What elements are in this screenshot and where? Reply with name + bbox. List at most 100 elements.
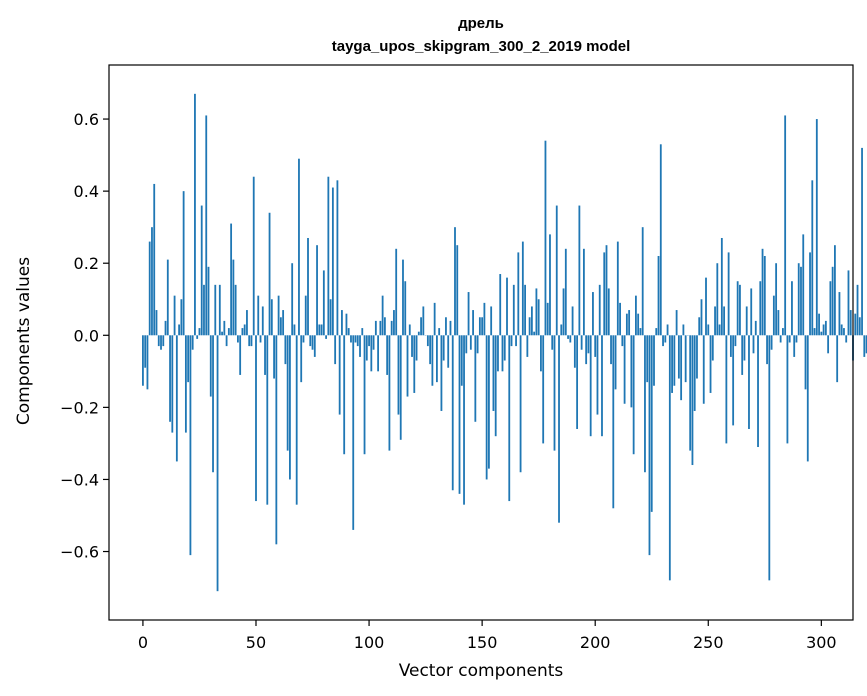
bar-145 — [469, 335, 472, 350]
bar-124 — [422, 306, 425, 336]
bar-113 — [397, 335, 400, 415]
bar-104 — [377, 335, 380, 372]
bar-87 — [338, 335, 341, 415]
bar-47 — [248, 335, 251, 347]
bar-5 — [153, 183, 156, 336]
bar-222 — [644, 335, 646, 473]
bar-226 — [653, 335, 655, 386]
bar-57 — [270, 299, 273, 336]
bar-210 — [616, 241, 619, 336]
bar-303 — [827, 335, 830, 354]
bar-284 — [784, 115, 787, 336]
bar-307 — [836, 335, 839, 383]
bar-187 — [564, 248, 567, 336]
bar-257 — [723, 306, 726, 336]
bar-13 — [171, 335, 174, 433]
y-tick-label: 0.2 — [74, 254, 99, 273]
y-tick-label: 0.6 — [74, 110, 99, 129]
bar-96 — [359, 335, 361, 357]
bar-227 — [655, 328, 658, 336]
bar-138 — [454, 227, 456, 336]
bar-233 — [668, 335, 671, 581]
bar-259 — [727, 252, 730, 336]
bar-68 — [295, 335, 298, 505]
bar-192 — [576, 335, 579, 429]
bar-229 — [659, 144, 662, 336]
bar-84 — [331, 187, 334, 336]
bar-281 — [777, 310, 780, 336]
bar-114 — [399, 335, 402, 440]
bar-141 — [460, 335, 463, 386]
bar-48 — [250, 335, 253, 347]
bar-175 — [537, 299, 540, 336]
bar-32 — [214, 284, 217, 336]
bar-300 — [820, 331, 823, 336]
bar-7 — [157, 335, 160, 347]
bar-299 — [818, 313, 820, 336]
bar-116 — [404, 281, 407, 336]
bar-287 — [791, 281, 793, 336]
bar-223 — [646, 335, 649, 383]
bar-74 — [309, 335, 312, 347]
bar-215 — [628, 310, 631, 336]
bar-11 — [166, 259, 169, 336]
bar-134 — [445, 317, 447, 336]
bar-302 — [824, 320, 827, 336]
bar-97 — [361, 328, 364, 336]
bar-119 — [411, 335, 413, 357]
bar-107 — [383, 317, 386, 336]
bar-277 — [768, 335, 771, 581]
bar-67 — [293, 324, 296, 336]
bar-185 — [560, 324, 563, 336]
bar-264 — [739, 284, 741, 336]
bar-221 — [641, 227, 644, 336]
bar-126 — [426, 335, 429, 347]
x-tick-label: 150 — [467, 633, 498, 652]
bar-204 — [603, 252, 606, 336]
bar-316 — [856, 284, 859, 336]
bar-296 — [811, 180, 814, 336]
bar-39 — [230, 223, 233, 336]
bar-274 — [761, 248, 764, 336]
bar-243 — [691, 335, 694, 466]
bar-309 — [840, 324, 843, 336]
bar-253 — [714, 306, 716, 336]
bar-252 — [711, 335, 714, 361]
bar-64 — [286, 335, 289, 451]
bar-205 — [605, 245, 608, 336]
x-axis-label: Vector components — [399, 661, 564, 681]
bar-21 — [189, 335, 192, 556]
bar-150 — [481, 317, 484, 336]
bar-203 — [601, 335, 603, 437]
bar-1 — [144, 335, 147, 368]
bar-179 — [546, 302, 549, 336]
x-tick-label: 200 — [580, 633, 611, 652]
bar-135 — [447, 335, 450, 368]
bar-220 — [639, 328, 642, 336]
bar-85 — [334, 335, 337, 365]
bar-19 — [184, 335, 187, 433]
bar-256 — [720, 237, 723, 336]
bar-38 — [227, 328, 230, 336]
bar-219 — [637, 313, 640, 336]
bar-269 — [750, 288, 753, 336]
bar-58 — [273, 335, 275, 379]
bar-95 — [356, 335, 359, 347]
bar-139 — [456, 245, 459, 336]
bar-177 — [542, 335, 545, 444]
bar-144 — [467, 292, 470, 336]
bar-80 — [322, 270, 325, 336]
bar-238 — [680, 335, 683, 401]
bar-248 — [702, 335, 705, 404]
bar-279 — [772, 295, 775, 336]
bar-4 — [151, 227, 153, 336]
bar-92 — [350, 335, 352, 343]
bar-105 — [379, 320, 382, 336]
bar-66 — [291, 263, 294, 336]
bar-232 — [666, 324, 669, 336]
bar-283 — [781, 328, 784, 336]
bar-278 — [770, 335, 773, 350]
bar-280 — [775, 263, 778, 336]
bar-3 — [148, 241, 151, 336]
bar-2 — [146, 335, 149, 390]
